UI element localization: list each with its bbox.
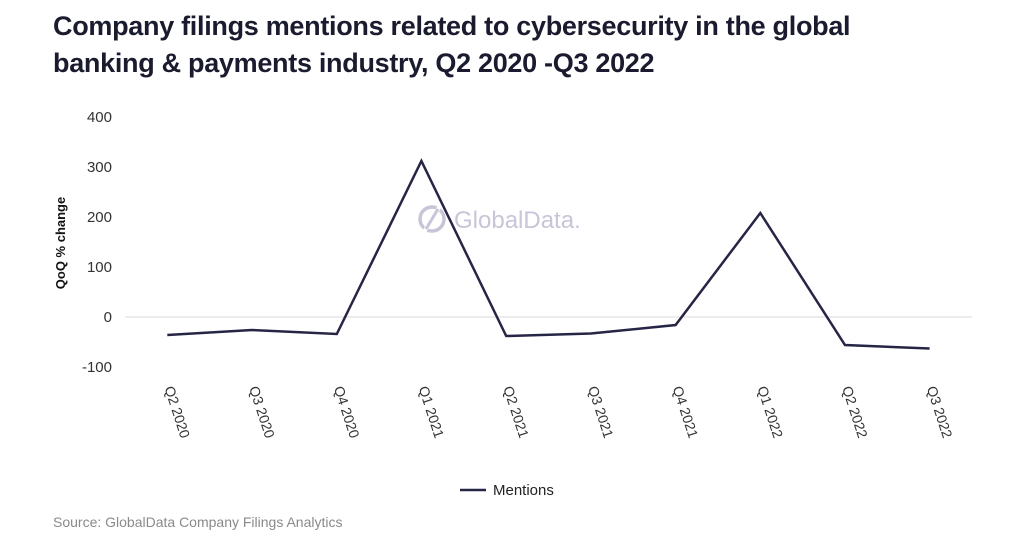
y-tick-label: 0: [104, 309, 112, 326]
y-tick-label: 200: [87, 209, 112, 226]
globaldata-watermark: GlobalData.: [418, 204, 581, 234]
y-axis-ticks: 400 300 200 100 0 -100: [82, 109, 112, 376]
globaldata-logo-icon: [418, 204, 446, 234]
x-tick-label: Q3 2022: [924, 384, 956, 440]
y-tick-label: 100: [87, 259, 112, 276]
x-tick-label: Q4 2020: [331, 384, 363, 440]
x-tick-label: Q2 2021: [500, 384, 532, 440]
series-mentions: [167, 158, 930, 350]
x-tick-label: Q1 2022: [754, 384, 786, 440]
series-line-mentions: [167, 158, 930, 350]
y-tick-label: 400: [87, 109, 112, 126]
x-tick-label: Q4 2021: [670, 384, 702, 440]
y-tick-label: 300: [87, 159, 112, 176]
x-tick-label: Q2 2020: [161, 384, 193, 440]
y-axis-label: QoQ % change: [53, 197, 68, 289]
x-tick-label: Q1 2021: [416, 384, 448, 440]
watermark-text: GlobalData.: [454, 207, 581, 234]
chart-title: Company filings mentions related to cybe…: [53, 11, 851, 78]
x-tick-label: Q3 2020: [246, 384, 278, 440]
legend: Mentions: [460, 482, 554, 499]
x-tick-label: Q3 2021: [585, 384, 617, 440]
legend-label-mentions: Mentions: [493, 482, 554, 499]
x-axis-ticks: Q2 2020 Q3 2020 Q4 2020 Q1 2021 Q2 2021 Q3 20…: [161, 384, 955, 440]
x-tick-label: Q2 2022: [839, 384, 871, 440]
source-note: Source: GlobalData Company Filings Analy…: [53, 514, 343, 530]
y-tick-label: -100: [82, 359, 112, 376]
